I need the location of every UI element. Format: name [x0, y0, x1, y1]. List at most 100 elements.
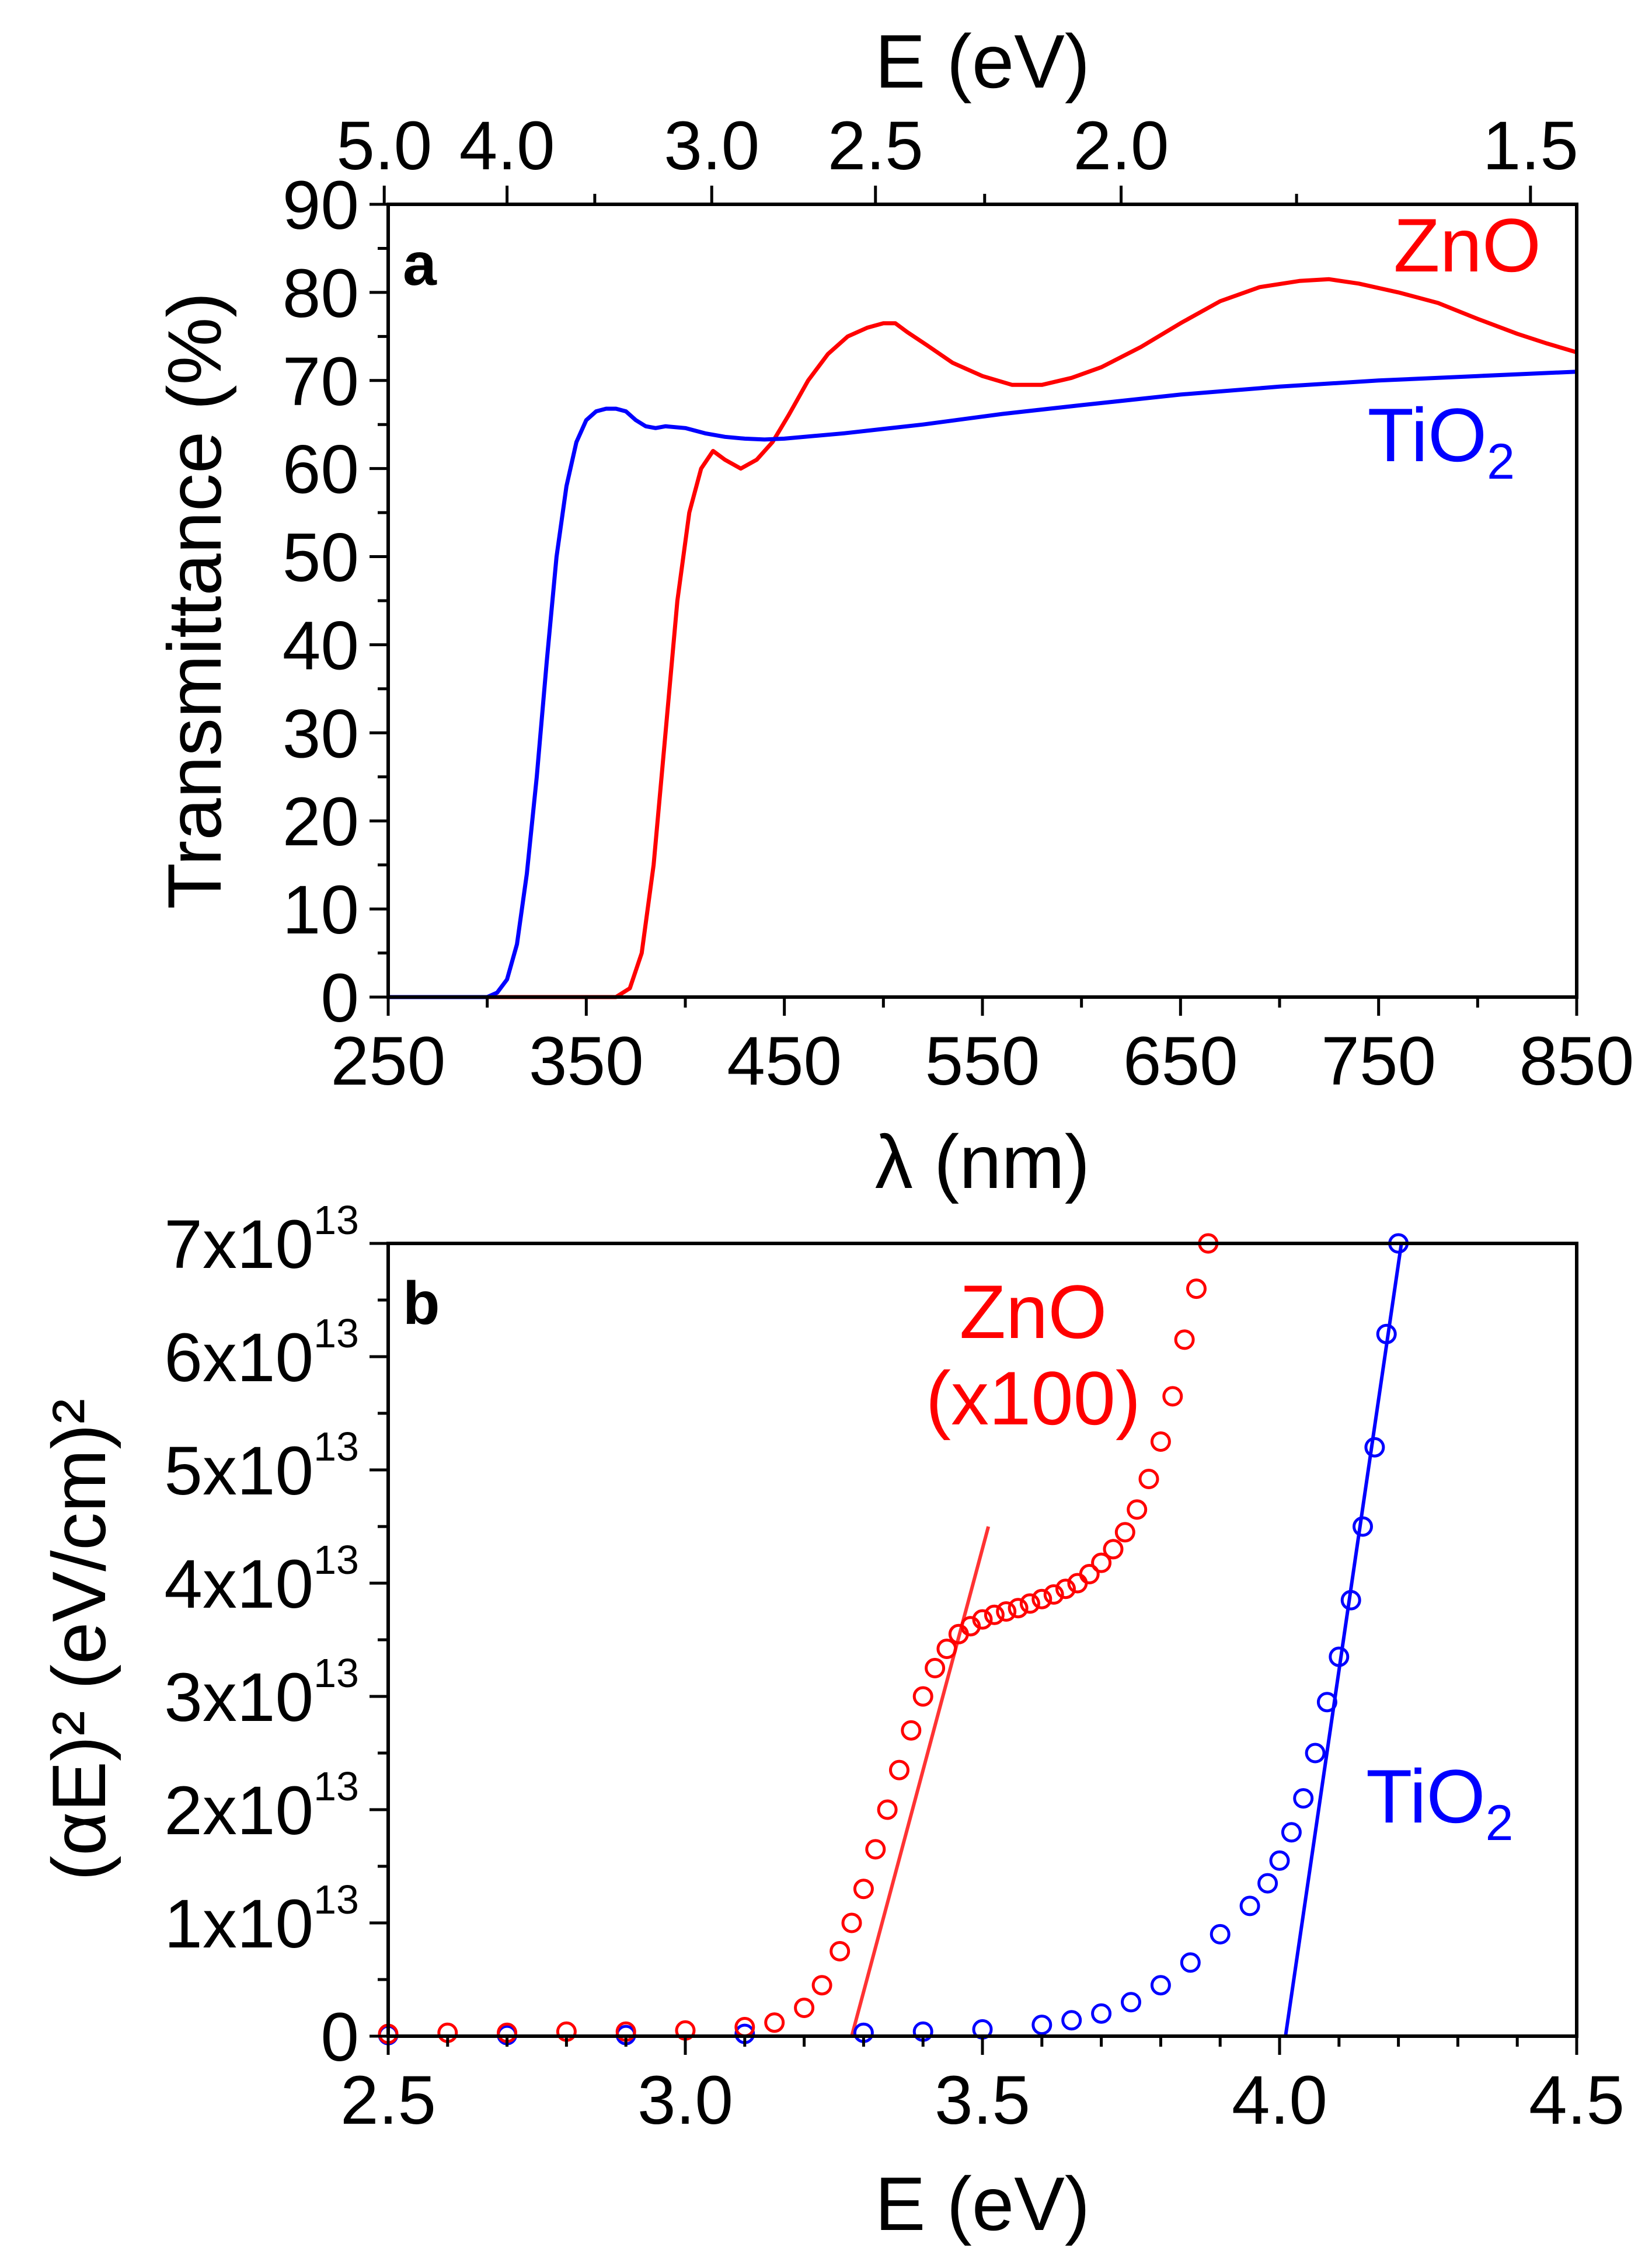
panel-a-top-tick-label: 3.0	[664, 107, 759, 184]
panel-b-fit-line-zno	[850, 1526, 991, 2037]
panel-b-point-zno	[1127, 1499, 1148, 1520]
panel-b-fit-line-tio2	[1284, 1243, 1403, 2037]
panel-b-x-axis-title: E (eV)	[875, 2161, 1090, 2246]
panel-b-y-tick-mantissa: 1x10	[164, 1886, 313, 1963]
panel-b-y-tick-mantissa: 7x10	[164, 1206, 313, 1283]
panel-b-point-zno	[1008, 1598, 1029, 1619]
panel-b-point-tio2	[1364, 1437, 1385, 1458]
panel-b-point-zno	[912, 1686, 933, 1707]
panel-b-point-tio2	[1340, 1590, 1361, 1611]
panel-a-y-tick-label: 60	[283, 431, 359, 508]
panel-b-point-zno	[1174, 1329, 1195, 1350]
panel-b-point-tio2	[1316, 1692, 1337, 1713]
panel-b-point-zno	[1091, 1552, 1112, 1573]
panel-b-point-tio2	[1031, 2015, 1052, 2036]
panel-b-point-zno	[925, 1658, 946, 1678]
panel-b-y-tick-label: 1x1013	[164, 1877, 359, 1963]
panel-b-point-zno	[1031, 1588, 1052, 1609]
panel-a-x-axis-title: λ (nm)	[875, 1119, 1090, 1204]
panel-a-y-tick-label: 20	[283, 783, 359, 860]
panel-a-series-line-zno	[388, 277, 1577, 999]
panel-b-point-zno	[764, 2012, 785, 2033]
panel-b-point-zno	[996, 1601, 1017, 1622]
panel-b-x-tick-label: 4.5	[1529, 2062, 1625, 2139]
panel-b-point-zno	[1138, 1469, 1159, 1489]
panel-b-point-zno	[794, 1998, 815, 2018]
panel-b-y-tick-exponent: 13	[313, 1311, 359, 1356]
panel-b-y-tick-mantissa: 2x10	[164, 1772, 313, 1849]
panel-b-point-tio2	[1269, 1850, 1290, 1871]
panel-a-x-tick-label: 250	[331, 1023, 446, 1100]
panel-b-y-tick-label: 0	[320, 1999, 359, 2076]
panel-a-top-tick-label: 2.0	[1074, 107, 1169, 184]
panel-a-y-tick-label: 10	[283, 872, 359, 949]
panel-a-x-tick-label: 450	[727, 1023, 842, 1100]
panel-b-x-tick-label: 3.0	[637, 2062, 733, 2139]
panel-b-point-tio2	[1257, 1873, 1278, 1894]
panel-b-point-zno	[901, 1720, 922, 1741]
panel-b-point-tio2	[1329, 1646, 1350, 1667]
panel-b-y-tick-mantissa: 3x10	[164, 1659, 313, 1736]
panel-b-point-tio2	[1376, 1323, 1397, 1344]
panel-a-y-tick-label: 70	[283, 343, 359, 420]
panel-a-top-axis-title: E (eV)	[875, 19, 1090, 104]
panel-b-point-zno	[1043, 1584, 1064, 1605]
panel-a-y-tick-label: 0	[320, 960, 359, 1037]
panel-a-legend-tio2: TiO2	[1368, 392, 1515, 490]
panel-b-y-tick-exponent: 13	[313, 1197, 359, 1243]
panel-a-series-layer	[388, 277, 1577, 999]
panel-b-y-tick-label: 4x1013	[164, 1537, 359, 1623]
panel-a-y-tick-label: 50	[283, 520, 359, 597]
panel-b-point-zno	[1186, 1278, 1207, 1299]
panel-b-tick-layer: 2.5 3.0 3.5 4.0 4.501x10132x10133x10134x1013…	[164, 1197, 1625, 2139]
panel-b-legend-tio2: TiO2	[1366, 1754, 1513, 1851]
panel-a-series-line-tio2	[388, 370, 1577, 999]
panel-b-y-tick-exponent: 13	[313, 1650, 359, 1696]
panel-b-point-zno	[1055, 1578, 1076, 1600]
panel-a-x-tick-label: 550	[925, 1023, 1040, 1100]
panel-a-x-tick-label: 650	[1123, 1023, 1238, 1100]
panel-b-point-zno	[1019, 1593, 1040, 1614]
panel-b-point-zno	[811, 1975, 832, 1996]
panel-a-top-tick-label: 5.0	[336, 107, 432, 184]
panel-a-y-tick-label: 90	[283, 167, 359, 244]
panel-b-point-zno	[1150, 1431, 1171, 1452]
panel-b-point-zno	[865, 1839, 886, 1860]
panel-b-point-tio2	[1061, 2010, 1082, 2031]
panel-b-series-layer	[378, 1233, 1409, 2046]
panel-a-y-tick-label: 30	[283, 695, 359, 772]
panel-b-y-tick-label: 3x1013	[164, 1650, 359, 1736]
panel-b: 2.5 3.0 3.5 4.0 4.501x10132x10133x10134x1013…	[36, 1197, 1625, 2246]
panel-b-y-tick-exponent: 13	[313, 1424, 359, 1469]
panel-a-y-axis-title: Transmittance (%)	[152, 292, 237, 909]
panel-b-point-tio2	[1180, 1952, 1201, 1973]
panel-a-legend-zno: ZnO	[1393, 203, 1541, 288]
panel-b-point-zno	[936, 1639, 957, 1659]
panel-b-legend-zno-line1: ZnO	[960, 1269, 1107, 1354]
panel-b-point-zno	[1079, 1564, 1100, 1584]
panel-b-point-tio2	[1353, 1516, 1373, 1537]
panel-b-point-zno	[984, 1604, 1005, 1625]
panel-b-point-tio2	[1091, 2003, 1112, 2024]
panel-b-y-tick-exponent: 13	[313, 1537, 359, 1583]
panel-b-y-tick-mantissa: 6x10	[164, 1319, 313, 1396]
panel-a-x-tick-label: 750	[1321, 1023, 1436, 1100]
panel-b-y-tick-exponent: 13	[313, 1877, 359, 1922]
panel-b-point-tio2	[1293, 1788, 1314, 1809]
panel-b-y-tick-label: 6x1013	[164, 1311, 359, 1396]
panel-a-y-tick-label: 40	[283, 607, 359, 684]
panel-b-point-tio2	[1281, 1822, 1302, 1843]
panel-a-x-tick-label: 850	[1519, 1023, 1634, 1100]
panel-b-point-zno	[1103, 1539, 1124, 1560]
panel-b-x-tick-label: 2.5	[340, 2062, 436, 2139]
panel-a-legend-tio2-text: TiO	[1368, 392, 1487, 478]
panel-b-x-tick-label: 3.5	[935, 2062, 1030, 2139]
panel-a-x-tick-label: 350	[529, 1023, 644, 1100]
panel-a-top-tick-label: 1.5	[1483, 107, 1578, 184]
panel-b-legend-tio2-subscript: 2	[1486, 1795, 1514, 1851]
panel-b-x-tick-label: 4.0	[1232, 2062, 1327, 2139]
panel-b-legend-zno-line2: (x100)	[926, 1356, 1141, 1441]
panel-b-y-tick-label: 5x1013	[164, 1424, 359, 1510]
panel-b-y-tick-label: 2x1013	[164, 1764, 359, 1849]
